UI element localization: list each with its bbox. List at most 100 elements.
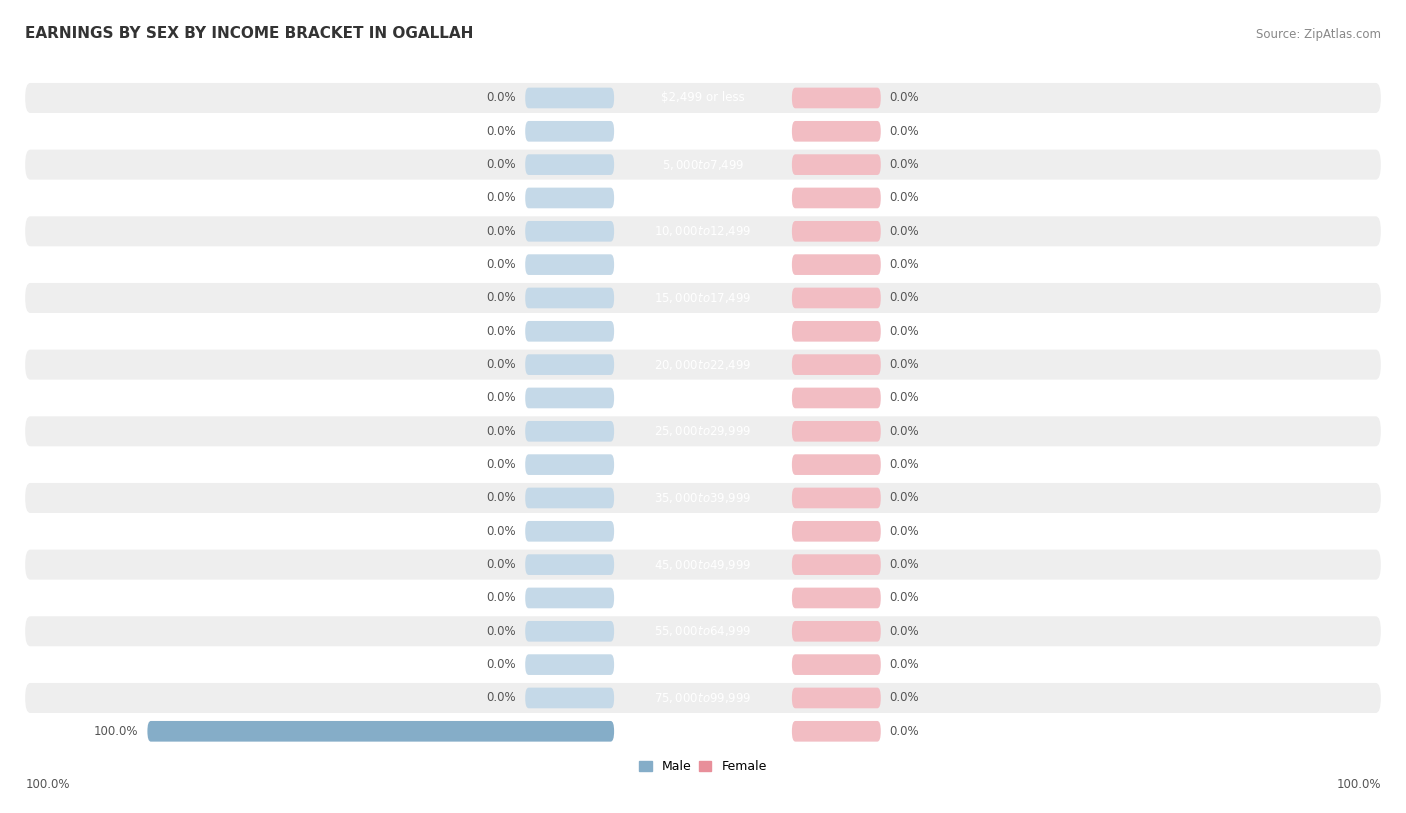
Text: 100.0%: 100.0%: [1336, 778, 1381, 791]
Text: $22,500 to $24,999: $22,500 to $24,999: [654, 391, 752, 405]
FancyBboxPatch shape: [526, 288, 614, 308]
FancyBboxPatch shape: [792, 588, 880, 608]
Legend: Male, Female: Male, Female: [634, 755, 772, 778]
FancyBboxPatch shape: [792, 654, 880, 675]
Text: 0.0%: 0.0%: [486, 459, 516, 471]
FancyBboxPatch shape: [526, 188, 614, 208]
FancyBboxPatch shape: [526, 421, 614, 441]
FancyBboxPatch shape: [792, 254, 880, 275]
FancyBboxPatch shape: [792, 554, 880, 575]
FancyBboxPatch shape: [526, 121, 614, 141]
Text: 0.0%: 0.0%: [890, 692, 920, 704]
FancyBboxPatch shape: [25, 383, 1381, 413]
Text: $30,000 to $34,999: $30,000 to $34,999: [654, 458, 752, 472]
FancyBboxPatch shape: [526, 454, 614, 475]
FancyBboxPatch shape: [526, 554, 614, 575]
FancyBboxPatch shape: [526, 588, 614, 608]
Text: EARNINGS BY SEX BY INCOME BRACKET IN OGALLAH: EARNINGS BY SEX BY INCOME BRACKET IN OGA…: [25, 26, 474, 41]
Text: 0.0%: 0.0%: [890, 559, 920, 571]
Text: 0.0%: 0.0%: [486, 225, 516, 237]
Text: 0.0%: 0.0%: [486, 292, 516, 304]
FancyBboxPatch shape: [25, 350, 1381, 380]
Text: $50,000 to $54,999: $50,000 to $54,999: [654, 591, 752, 605]
Text: $5,000 to $7,499: $5,000 to $7,499: [662, 158, 744, 172]
Text: $75,000 to $99,999: $75,000 to $99,999: [654, 691, 752, 705]
FancyBboxPatch shape: [25, 716, 1381, 746]
FancyBboxPatch shape: [526, 388, 614, 408]
Text: 0.0%: 0.0%: [486, 125, 516, 137]
Text: 0.0%: 0.0%: [486, 92, 516, 104]
Text: 0.0%: 0.0%: [890, 325, 920, 337]
Text: $7,500 to $9,999: $7,500 to $9,999: [662, 191, 744, 205]
FancyBboxPatch shape: [25, 316, 1381, 346]
FancyBboxPatch shape: [792, 288, 880, 308]
Text: 0.0%: 0.0%: [486, 692, 516, 704]
Text: $20,000 to $22,499: $20,000 to $22,499: [654, 358, 752, 372]
FancyBboxPatch shape: [25, 150, 1381, 180]
Text: 0.0%: 0.0%: [890, 492, 920, 504]
Text: 0.0%: 0.0%: [486, 525, 516, 537]
FancyBboxPatch shape: [25, 183, 1381, 213]
Text: 0.0%: 0.0%: [890, 159, 920, 171]
FancyBboxPatch shape: [526, 521, 614, 541]
Text: $2,499 or less: $2,499 or less: [661, 92, 745, 104]
Text: 0.0%: 0.0%: [486, 359, 516, 371]
FancyBboxPatch shape: [792, 221, 880, 241]
Text: $100,000+: $100,000+: [671, 725, 735, 737]
FancyBboxPatch shape: [792, 688, 880, 708]
Text: 0.0%: 0.0%: [486, 492, 516, 504]
FancyBboxPatch shape: [792, 321, 880, 341]
FancyBboxPatch shape: [792, 121, 880, 141]
Text: $55,000 to $64,999: $55,000 to $64,999: [654, 624, 752, 638]
FancyBboxPatch shape: [792, 354, 880, 375]
FancyBboxPatch shape: [792, 454, 880, 475]
Text: 0.0%: 0.0%: [890, 659, 920, 671]
FancyBboxPatch shape: [25, 450, 1381, 480]
FancyBboxPatch shape: [792, 154, 880, 175]
Text: 0.0%: 0.0%: [486, 559, 516, 571]
Text: 0.0%: 0.0%: [486, 425, 516, 437]
Text: $65,000 to $74,999: $65,000 to $74,999: [654, 658, 752, 672]
Text: 0.0%: 0.0%: [486, 325, 516, 337]
Text: $2,500 to $4,999: $2,500 to $4,999: [662, 124, 744, 138]
FancyBboxPatch shape: [792, 88, 880, 108]
FancyBboxPatch shape: [526, 488, 614, 508]
Text: 0.0%: 0.0%: [890, 125, 920, 137]
Text: 0.0%: 0.0%: [890, 625, 920, 637]
FancyBboxPatch shape: [25, 83, 1381, 113]
FancyBboxPatch shape: [526, 621, 614, 641]
Text: 0.0%: 0.0%: [486, 625, 516, 637]
Text: 0.0%: 0.0%: [486, 259, 516, 271]
FancyBboxPatch shape: [792, 521, 880, 541]
Text: $17,500 to $19,999: $17,500 to $19,999: [654, 324, 752, 338]
Text: 0.0%: 0.0%: [890, 392, 920, 404]
FancyBboxPatch shape: [25, 650, 1381, 680]
Text: $12,500 to $14,999: $12,500 to $14,999: [654, 258, 752, 272]
FancyBboxPatch shape: [792, 421, 880, 441]
Text: $25,000 to $29,999: $25,000 to $29,999: [654, 424, 752, 438]
FancyBboxPatch shape: [25, 416, 1381, 446]
FancyBboxPatch shape: [526, 154, 614, 175]
Text: 0.0%: 0.0%: [890, 525, 920, 537]
Text: 0.0%: 0.0%: [486, 159, 516, 171]
FancyBboxPatch shape: [25, 250, 1381, 280]
FancyBboxPatch shape: [526, 221, 614, 241]
Text: 0.0%: 0.0%: [890, 459, 920, 471]
FancyBboxPatch shape: [25, 483, 1381, 513]
FancyBboxPatch shape: [25, 116, 1381, 146]
Text: 0.0%: 0.0%: [890, 592, 920, 604]
FancyBboxPatch shape: [526, 88, 614, 108]
FancyBboxPatch shape: [526, 654, 614, 675]
FancyBboxPatch shape: [25, 616, 1381, 646]
Text: $35,000 to $39,999: $35,000 to $39,999: [654, 491, 752, 505]
FancyBboxPatch shape: [792, 721, 880, 741]
FancyBboxPatch shape: [25, 216, 1381, 246]
FancyBboxPatch shape: [25, 683, 1381, 713]
Text: 0.0%: 0.0%: [890, 225, 920, 237]
Text: 0.0%: 0.0%: [890, 359, 920, 371]
FancyBboxPatch shape: [25, 550, 1381, 580]
FancyBboxPatch shape: [526, 688, 614, 708]
Text: 0.0%: 0.0%: [890, 92, 920, 104]
Text: 0.0%: 0.0%: [486, 192, 516, 204]
Text: $40,000 to $44,999: $40,000 to $44,999: [654, 524, 752, 538]
